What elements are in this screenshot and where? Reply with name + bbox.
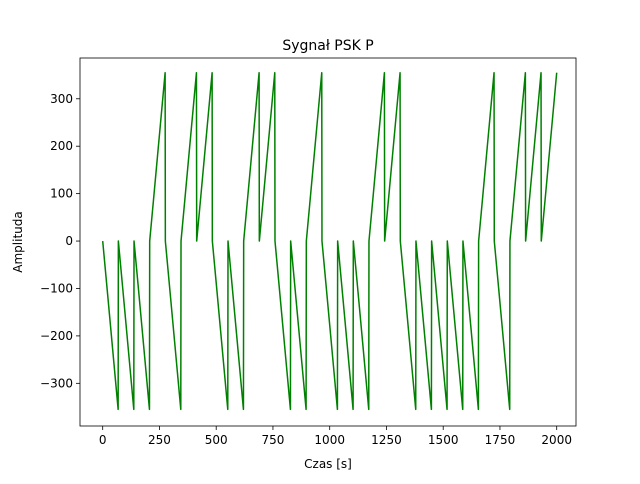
plot-frame xyxy=(79,57,577,427)
x-tick-label: 2000 xyxy=(541,433,572,447)
x-tick-label: 250 xyxy=(148,433,171,447)
x-tick-label: 500 xyxy=(205,433,228,447)
x-tick-label: 0 xyxy=(99,433,107,447)
y-tick-label: 0 xyxy=(65,234,73,248)
y-tick-label: −200 xyxy=(40,329,73,343)
x-tick-label: 1750 xyxy=(485,433,516,447)
y-tick-label: 100 xyxy=(50,187,73,201)
y-tick-label: −100 xyxy=(40,281,73,295)
y-axis-label: Amplituda xyxy=(11,211,25,272)
y-tick-label: 300 xyxy=(50,92,73,106)
x-axis-label: Czas [s] xyxy=(304,457,352,471)
x-tick-label: 1500 xyxy=(428,433,459,447)
x-tick-label: 1000 xyxy=(314,433,345,447)
chart-title: Sygnał PSK P xyxy=(282,38,373,54)
y-tick-label: −300 xyxy=(40,376,73,390)
x-tick-label: 1250 xyxy=(371,433,402,447)
y-tick-label: 200 xyxy=(50,139,73,153)
line-series xyxy=(101,71,558,411)
x-tick-label: 750 xyxy=(261,433,284,447)
